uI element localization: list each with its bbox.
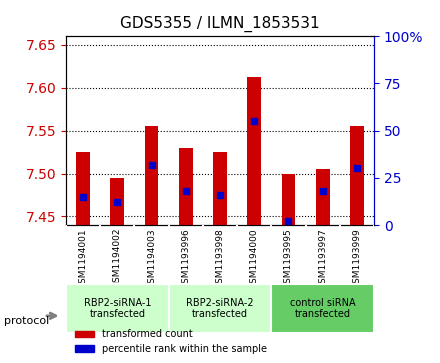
Bar xyxy=(213,152,227,225)
Text: protocol: protocol xyxy=(4,316,50,326)
FancyBboxPatch shape xyxy=(169,284,271,333)
Bar xyxy=(247,77,261,225)
Bar xyxy=(179,148,193,225)
Text: GSM1193995: GSM1193995 xyxy=(284,228,293,289)
Text: GSM1193997: GSM1193997 xyxy=(318,228,327,289)
Text: RBP2-siRNA-2
transfected: RBP2-siRNA-2 transfected xyxy=(186,298,254,319)
Bar xyxy=(316,169,330,225)
Text: control siRNA
transfected: control siRNA transfected xyxy=(290,298,356,319)
Title: GDS5355 / ILMN_1853531: GDS5355 / ILMN_1853531 xyxy=(120,16,320,32)
Bar xyxy=(110,178,124,225)
Bar xyxy=(145,126,158,225)
Text: GSM1194001: GSM1194001 xyxy=(79,228,88,289)
Text: GSM1193999: GSM1193999 xyxy=(352,228,361,289)
Text: GSM1193998: GSM1193998 xyxy=(216,228,224,289)
Text: GSM1194003: GSM1194003 xyxy=(147,228,156,289)
Bar xyxy=(350,126,364,225)
Text: GSM1194000: GSM1194000 xyxy=(250,228,259,289)
Text: GSM1193996: GSM1193996 xyxy=(181,228,190,289)
FancyBboxPatch shape xyxy=(66,284,169,333)
Legend: transformed count, percentile rank within the sample: transformed count, percentile rank withi… xyxy=(71,326,271,358)
Bar xyxy=(282,174,295,225)
FancyBboxPatch shape xyxy=(271,284,374,333)
Text: GSM1194002: GSM1194002 xyxy=(113,228,122,289)
Bar xyxy=(76,152,90,225)
Text: RBP2-siRNA-1
transfected: RBP2-siRNA-1 transfected xyxy=(84,298,151,319)
